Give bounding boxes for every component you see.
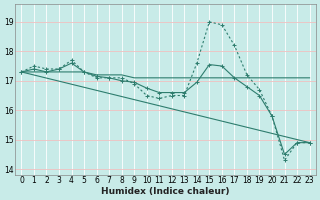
X-axis label: Humidex (Indice chaleur): Humidex (Indice chaleur)	[101, 187, 230, 196]
